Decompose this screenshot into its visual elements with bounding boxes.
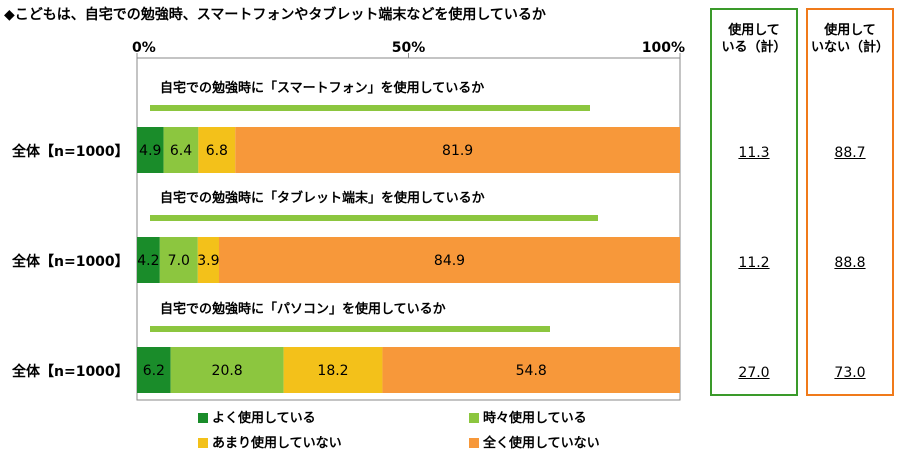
legend-swatch [198,438,208,448]
not-used-total-header-line2: いない（計） [810,40,889,55]
data-label: 54.8 [516,363,547,379]
legend-label: 全く使用していない [483,436,600,451]
data-label: 3.9 [197,253,219,269]
legend-item: あまり使用していない [198,432,342,451]
used-total-value: 11.2 [738,255,770,271]
category-label: 全体【n=1000】 [11,253,129,270]
bar-title-underline [150,215,598,221]
legend-item: 時々使用している [469,407,587,426]
bar-segment [137,347,171,393]
used-total-value: 11.3 [738,145,770,161]
legend-label: よく使用している [212,411,316,426]
bar-title-underline [150,105,590,111]
data-label: 81.9 [442,143,473,159]
bar-title-underline [150,326,550,332]
not-used-total-value: 88.7 [834,145,866,161]
bar-title: 自宅での勉強時に「スマートフォン」を使用しているか [160,80,484,96]
bar-title: 自宅での勉強時に「パソコン」を使用しているか [160,301,446,317]
used-total-header: 使用して いる（計） [712,22,796,56]
not-used-total-header-line1: 使用して [824,23,876,38]
category-label: 全体【n=1000】 [11,143,129,160]
data-label: 4.9 [139,143,161,159]
data-label: 6.8 [206,143,228,159]
bar-segment [137,127,164,173]
chart-title: ◆こどもは、自宅での勉強時、スマートフォンやタブレット端末などを使用しているか [4,7,546,23]
used-total-header-line1: 使用して [728,23,780,38]
not-used-total-value: 88.8 [834,255,866,271]
not-used-total-value: 73.0 [834,365,866,381]
category-label: 全体【n=1000】 [11,363,129,380]
legend-label: 時々使用している [483,411,587,426]
not-used-total-header: 使用して いない（計） [808,22,892,56]
bar-segment [235,127,680,173]
legend-swatch [469,413,479,423]
legend-item: よく使用している [198,407,316,426]
legend-swatch [469,438,479,448]
bar-segment [197,237,219,283]
data-label: 6.2 [143,363,165,379]
used-total-value: 27.0 [738,365,770,381]
bar-segment [163,127,199,173]
bar-segment [382,347,680,393]
data-label: 4.2 [137,253,159,269]
used-total-header-line2: いる（計） [721,40,787,55]
bar-title: 自宅での勉強時に「タブレット端末」を使用しているか [160,190,485,206]
bar-segment [198,127,236,173]
bar-segment [170,347,284,393]
used-total-box: 使用して いる（計） 11.3 11.2 27.0 [710,8,798,396]
data-label: 6.4 [170,143,192,159]
bar-segment [218,237,681,283]
data-label: 20.8 [212,363,243,379]
x-tick-label: 0% [132,40,156,56]
x-tick-label: 100% [642,40,685,56]
data-label: 84.9 [434,253,465,269]
x-tick-label: 50% [392,40,426,56]
data-label: 18.2 [317,363,348,379]
bar-segment [283,347,383,393]
legend-swatch [198,413,208,423]
bar-segment [137,237,160,283]
data-label: 7.0 [168,253,190,269]
not-used-total-box: 使用して いない（計） 88.7 88.8 73.0 [806,8,894,396]
legend-item: 全く使用していない [469,432,600,451]
legend-label: あまり使用していない [212,436,342,451]
bar-segment [159,237,198,283]
